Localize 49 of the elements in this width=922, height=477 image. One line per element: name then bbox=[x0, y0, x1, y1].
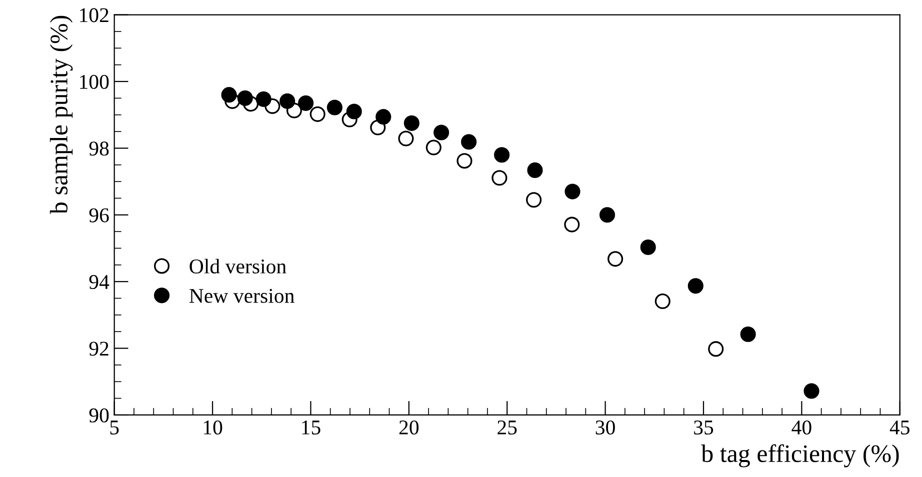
x-tick-label: 15 bbox=[302, 420, 320, 435]
x-tick-label: 30 bbox=[596, 420, 615, 435]
point bbox=[461, 134, 477, 150]
point bbox=[298, 95, 314, 111]
y-tick-label: 94 bbox=[89, 275, 110, 290]
point bbox=[526, 192, 542, 208]
point bbox=[310, 106, 326, 122]
y-tick-label: 90 bbox=[89, 408, 109, 422]
y-tick-label: 96 bbox=[89, 208, 109, 222]
point bbox=[654, 293, 670, 310]
point bbox=[376, 109, 392, 125]
point bbox=[256, 91, 272, 107]
point bbox=[564, 184, 580, 200]
point bbox=[564, 216, 580, 232]
point bbox=[426, 140, 442, 156]
legend-label: New version bbox=[189, 288, 294, 303]
x-tick-label: 20 bbox=[399, 420, 419, 435]
point bbox=[599, 207, 616, 223]
legend-label: Old version bbox=[190, 258, 286, 274]
point bbox=[740, 326, 756, 342]
x-tick-label: 45 bbox=[890, 420, 910, 435]
point bbox=[346, 104, 362, 120]
point bbox=[398, 130, 414, 146]
point bbox=[456, 153, 472, 169]
point bbox=[221, 87, 237, 103]
point bbox=[434, 124, 450, 140]
x-tick-label: 35 bbox=[694, 420, 714, 435]
point bbox=[708, 341, 724, 357]
y-tick-label: 102 bbox=[80, 8, 108, 22]
point bbox=[494, 147, 510, 163]
x-tick-label: 25 bbox=[498, 420, 517, 435]
point bbox=[608, 251, 624, 267]
point bbox=[492, 170, 508, 186]
point bbox=[326, 100, 342, 116]
point bbox=[404, 115, 420, 131]
y-tick-label: 98 bbox=[89, 142, 109, 156]
x-tick-label: 10 bbox=[204, 420, 222, 435]
x-axis-title: b tag efficiency (%) bbox=[701, 444, 899, 468]
point bbox=[527, 162, 543, 178]
y-tick-label: 100 bbox=[80, 74, 109, 89]
point bbox=[237, 90, 253, 106]
y-tick-label: 92 bbox=[89, 342, 108, 356]
y-axis-title: b sample purity (%) bbox=[50, 16, 73, 214]
point bbox=[280, 93, 296, 109]
point bbox=[804, 383, 820, 399]
x-tick-label: 5 bbox=[110, 420, 119, 435]
x-tick-label: 40 bbox=[792, 420, 812, 435]
point bbox=[640, 239, 656, 256]
point bbox=[688, 278, 704, 294]
